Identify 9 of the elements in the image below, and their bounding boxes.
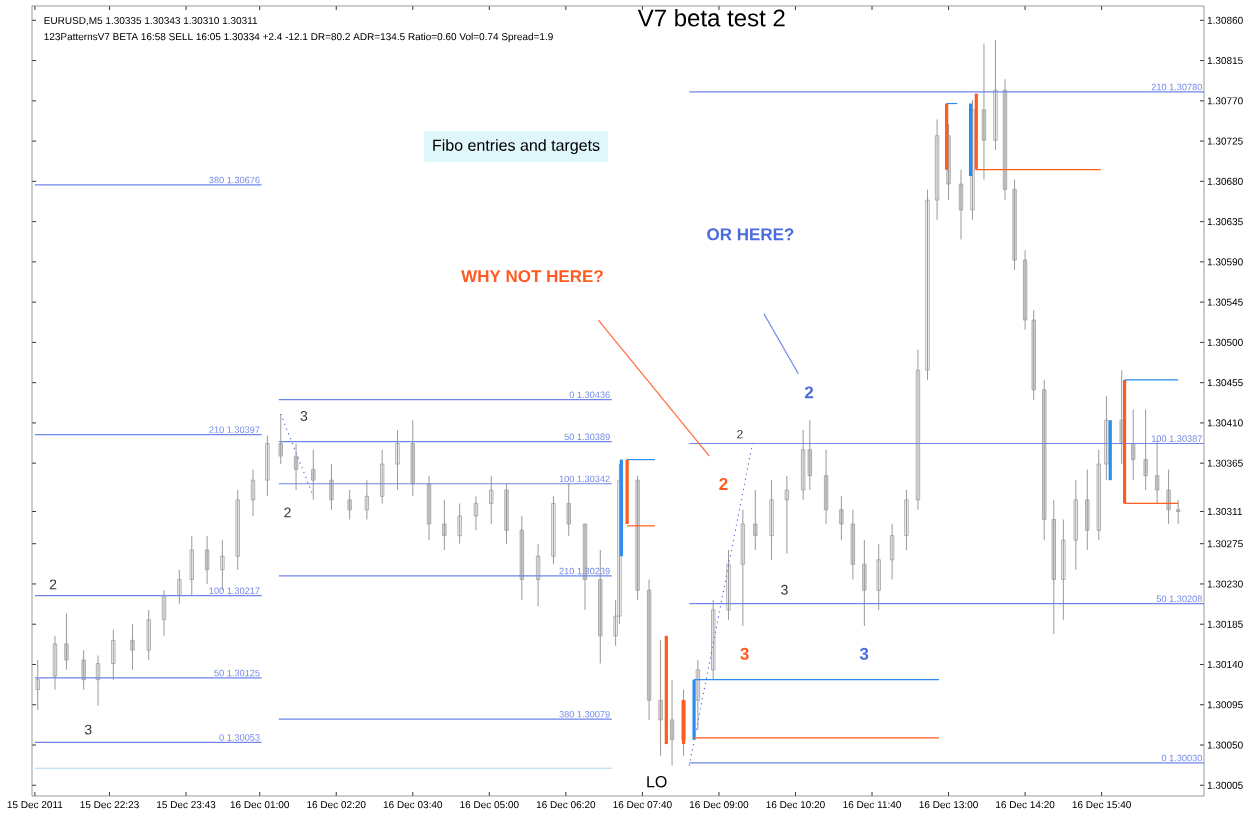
annotation: 2 (804, 386, 814, 399)
annotation: 2 (719, 478, 728, 490)
chart-title: V7 beta test 2 (637, 8, 785, 27)
annotation: WHY NOT HERE? (461, 270, 603, 283)
annotation: Fibo entries and targets (433, 139, 600, 155)
annotation: OR HERE? (707, 228, 794, 241)
annotation: LO (647, 776, 667, 788)
annotation: 3 (859, 647, 869, 660)
annotation: 3 (740, 647, 749, 660)
